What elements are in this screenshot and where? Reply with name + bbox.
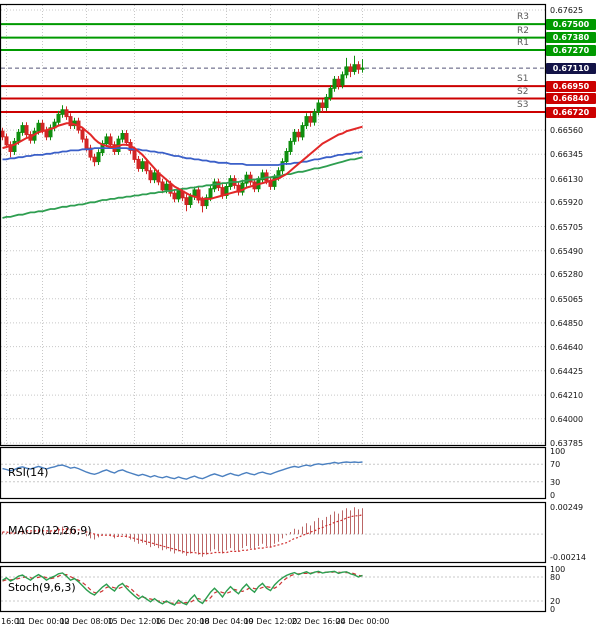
moving-averages-layer (2, 122, 363, 219)
rsi-layer (1, 461, 545, 483)
macd-panel-label: MACD(12,26,9) (8, 524, 92, 537)
macd-layer (1, 507, 545, 557)
rsi-panel-label: RSI(14) (8, 466, 49, 479)
stoch-layer (1, 570, 545, 606)
grid-layer (1, 5, 545, 445)
stoch-panel-label: Stoch(9,6,3) (8, 581, 76, 594)
frames-layer (0, 3, 547, 613)
levels-layer (1, 23, 545, 114)
